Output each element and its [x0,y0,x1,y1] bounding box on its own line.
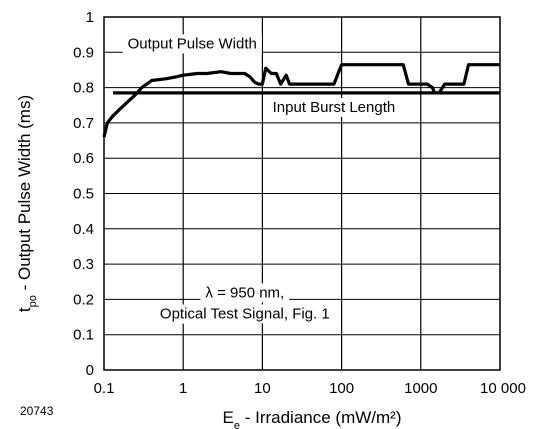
x-tick-label: 10 [254,380,271,397]
input-label-background [267,98,401,118]
tick-labels: 00.10.20.30.40.50.60.70.80.910.1 1 10 100 10… [73,9,526,397]
y-tick-label: 0.2 [73,291,94,308]
input-label: Input Burst Length [273,99,396,116]
cond-line2-background [154,304,335,324]
output-label-background [122,34,262,54]
x-tick-label: 10 000 [480,380,526,397]
x-axis-title-sub: e [234,420,240,429]
x-tick-label: 0.1 [94,380,115,397]
cond-line2: Optical Test Signal, Fig. 1 [160,306,330,323]
y-tick-label: 0.3 [73,256,94,273]
cond-line1-background [200,283,290,303]
y-tick-label: 0 [86,362,94,379]
x-tick-label: 1000 [404,380,437,397]
y-tick-label: 0.6 [73,150,94,167]
y-axis-title-sub: po [27,295,39,307]
y-tick-label: 1 [86,9,94,26]
y-tick-label: 0.1 [73,327,94,344]
x-axis-title-main: E [223,408,234,427]
cond-line1: λ = 950 nm, [205,284,284,301]
y-tick-label: 0.9 [73,44,94,61]
x-tick-label: 100 [329,380,354,397]
annotations: Output Pulse Width Input Burst Length λ = … [122,34,401,324]
y-tick-label: 0.4 [73,221,94,238]
y-axis-title-rest: - Output Pulse Width (ms) [15,95,34,295]
series-group [102,63,500,138]
output-label: Output Pulse Width [128,35,257,52]
figure-id: 20743 [20,404,54,418]
y-tick-label: 0.7 [73,115,94,132]
x-tick-label: 1 [179,380,187,397]
y-axis-title: tpo - Output Pulse Width (ms) [15,95,39,312]
y-axis-title-main: t [15,307,34,312]
x-axis-title: Ee - Irradiance (mW/m²) [223,408,402,429]
y-tick-label: 0.8 [73,80,94,97]
plot-frame [103,16,501,371]
x-axis-title-rest: - Irradiance (mW/m²) [240,408,402,427]
y-tick-label: 0.5 [73,186,94,203]
